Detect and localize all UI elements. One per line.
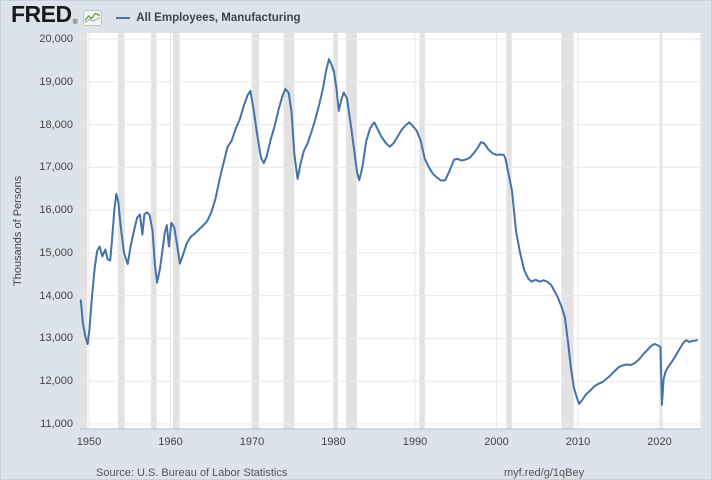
- source-note: Source: U.S. Bureau of Labor Statistics: [96, 467, 288, 479]
- plot-background: [80, 33, 701, 429]
- x-tick-label: 1960: [158, 436, 183, 448]
- registered-trademark-icon: ®: [72, 18, 78, 26]
- fred-permalink[interactable]: myf.red/g/1qBey: [504, 467, 585, 479]
- recession-band: [561, 33, 574, 429]
- fred-logo-text: FRED: [11, 0, 72, 27]
- legend-label: All Employees, Manufacturing: [136, 12, 301, 24]
- x-tick-label: 1980: [321, 436, 346, 448]
- legend-line-sample: [116, 17, 131, 19]
- fred-sparkline-icon: [83, 10, 103, 26]
- recession-band: [251, 33, 260, 429]
- recession-band: [283, 33, 295, 429]
- y-tick-label: 11,000: [40, 418, 73, 430]
- y-tick-label: 16,000: [39, 204, 73, 217]
- chart-header: FRED® All Employees, Manufacturing: [11, 2, 301, 30]
- recession-band: [660, 33, 663, 429]
- y-tick-label: 12,000: [39, 375, 73, 388]
- recession-band: [506, 33, 512, 429]
- chart-legend: All Employees, Manufacturing: [116, 12, 301, 24]
- y-tick-label: 17,000: [39, 161, 73, 174]
- recession-band: [172, 33, 180, 429]
- recession-band: [419, 33, 425, 429]
- y-tick-label: 18,000: [39, 118, 73, 131]
- x-tick-label: 1950: [76, 436, 102, 448]
- x-tick-label: 2010: [565, 436, 591, 448]
- y-tick-label: 13,000: [39, 332, 73, 345]
- x-tick-label: 2000: [484, 436, 509, 448]
- x-tick-label: 1970: [239, 436, 265, 448]
- recession-band: [151, 33, 157, 429]
- y-axis-title: Thousands of Persons: [12, 175, 24, 287]
- x-tick-label: 1990: [402, 436, 428, 448]
- x-tick-label: 2020: [647, 436, 672, 448]
- recession-band: [346, 33, 357, 429]
- y-tick-label: 14,000: [39, 289, 73, 302]
- y-tick-label: 19,000: [39, 75, 73, 88]
- y-tick-label: 15,000: [39, 246, 73, 259]
- recession-band: [80, 33, 88, 429]
- fred-logo[interactable]: FRED®: [11, 0, 78, 35]
- recession-band: [333, 33, 338, 429]
- y-tick-label: 20,000: [39, 33, 73, 45]
- data-line-all-employees-manufacturing[interactable]: [79, 58, 698, 406]
